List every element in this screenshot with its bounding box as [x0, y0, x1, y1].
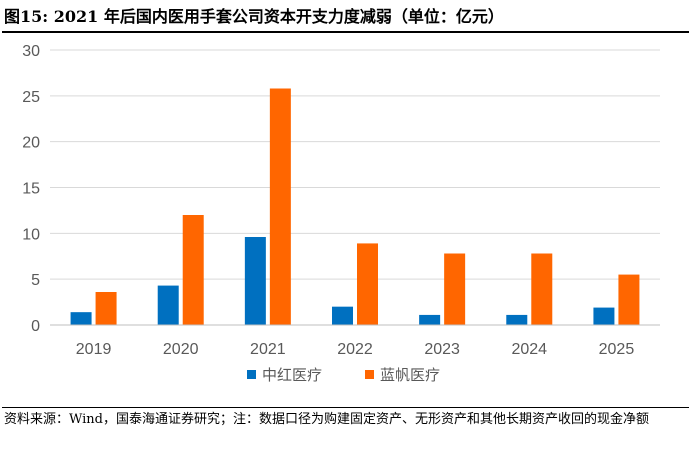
legend: 中红医疗 蓝帆医疗: [247, 366, 440, 384]
gridlines: [50, 49, 660, 280]
x-tick-label: 2022: [337, 341, 373, 358]
legend-label: 蓝帆医疗: [380, 366, 440, 384]
bar-2025-0: [593, 307, 615, 325]
y-tick-label: 5: [31, 272, 40, 289]
y-tick-label: 10: [22, 226, 40, 243]
bar-2023-0: [419, 314, 441, 325]
x-tick-label: 2024: [511, 341, 547, 358]
y-tick-label: 15: [22, 181, 40, 198]
bar-2020-1: [182, 215, 204, 325]
legend-label: 中红医疗: [262, 366, 322, 384]
bar-2023-1: [444, 253, 466, 325]
bar-2019-0: [70, 312, 92, 325]
bar-2021-1: [269, 88, 291, 325]
y-tick-label: 0: [31, 318, 40, 335]
x-tick-label: 2025: [599, 341, 635, 358]
bar-2022-1: [357, 243, 378, 325]
y-tick-label: 30: [22, 43, 40, 60]
footer-rule: [2, 407, 689, 408]
bar-2021-0: [244, 237, 266, 325]
x-tick-label: 2023: [424, 341, 460, 358]
bar-2025-1: [618, 274, 640, 325]
legend-swatch: [247, 370, 256, 379]
bar-2019-1: [95, 292, 117, 325]
x-tick-label: 2020: [163, 341, 199, 358]
bar-2024-1: [531, 253, 553, 325]
bar-2022-0: [332, 306, 353, 325]
source-note: 资料来源：Wind，国泰海通证券研究；注：数据口径为购建固定资产、无形资产和其他…: [4, 412, 649, 427]
x-tick-label: 2021: [250, 341, 286, 358]
title-rule: [2, 31, 689, 33]
figure-title: 图15: 2021 年后国内医用手套公司资本开支力度减弱（单位：亿元）: [4, 7, 504, 26]
bar-2024-0: [506, 314, 528, 325]
legend-swatch: [365, 370, 374, 379]
y-tick-label: 25: [22, 89, 40, 106]
bar-2020-0: [157, 285, 179, 325]
bars: [70, 88, 640, 325]
y-tick-label: 20: [22, 135, 40, 152]
x-tick-label: 2019: [76, 341, 112, 358]
